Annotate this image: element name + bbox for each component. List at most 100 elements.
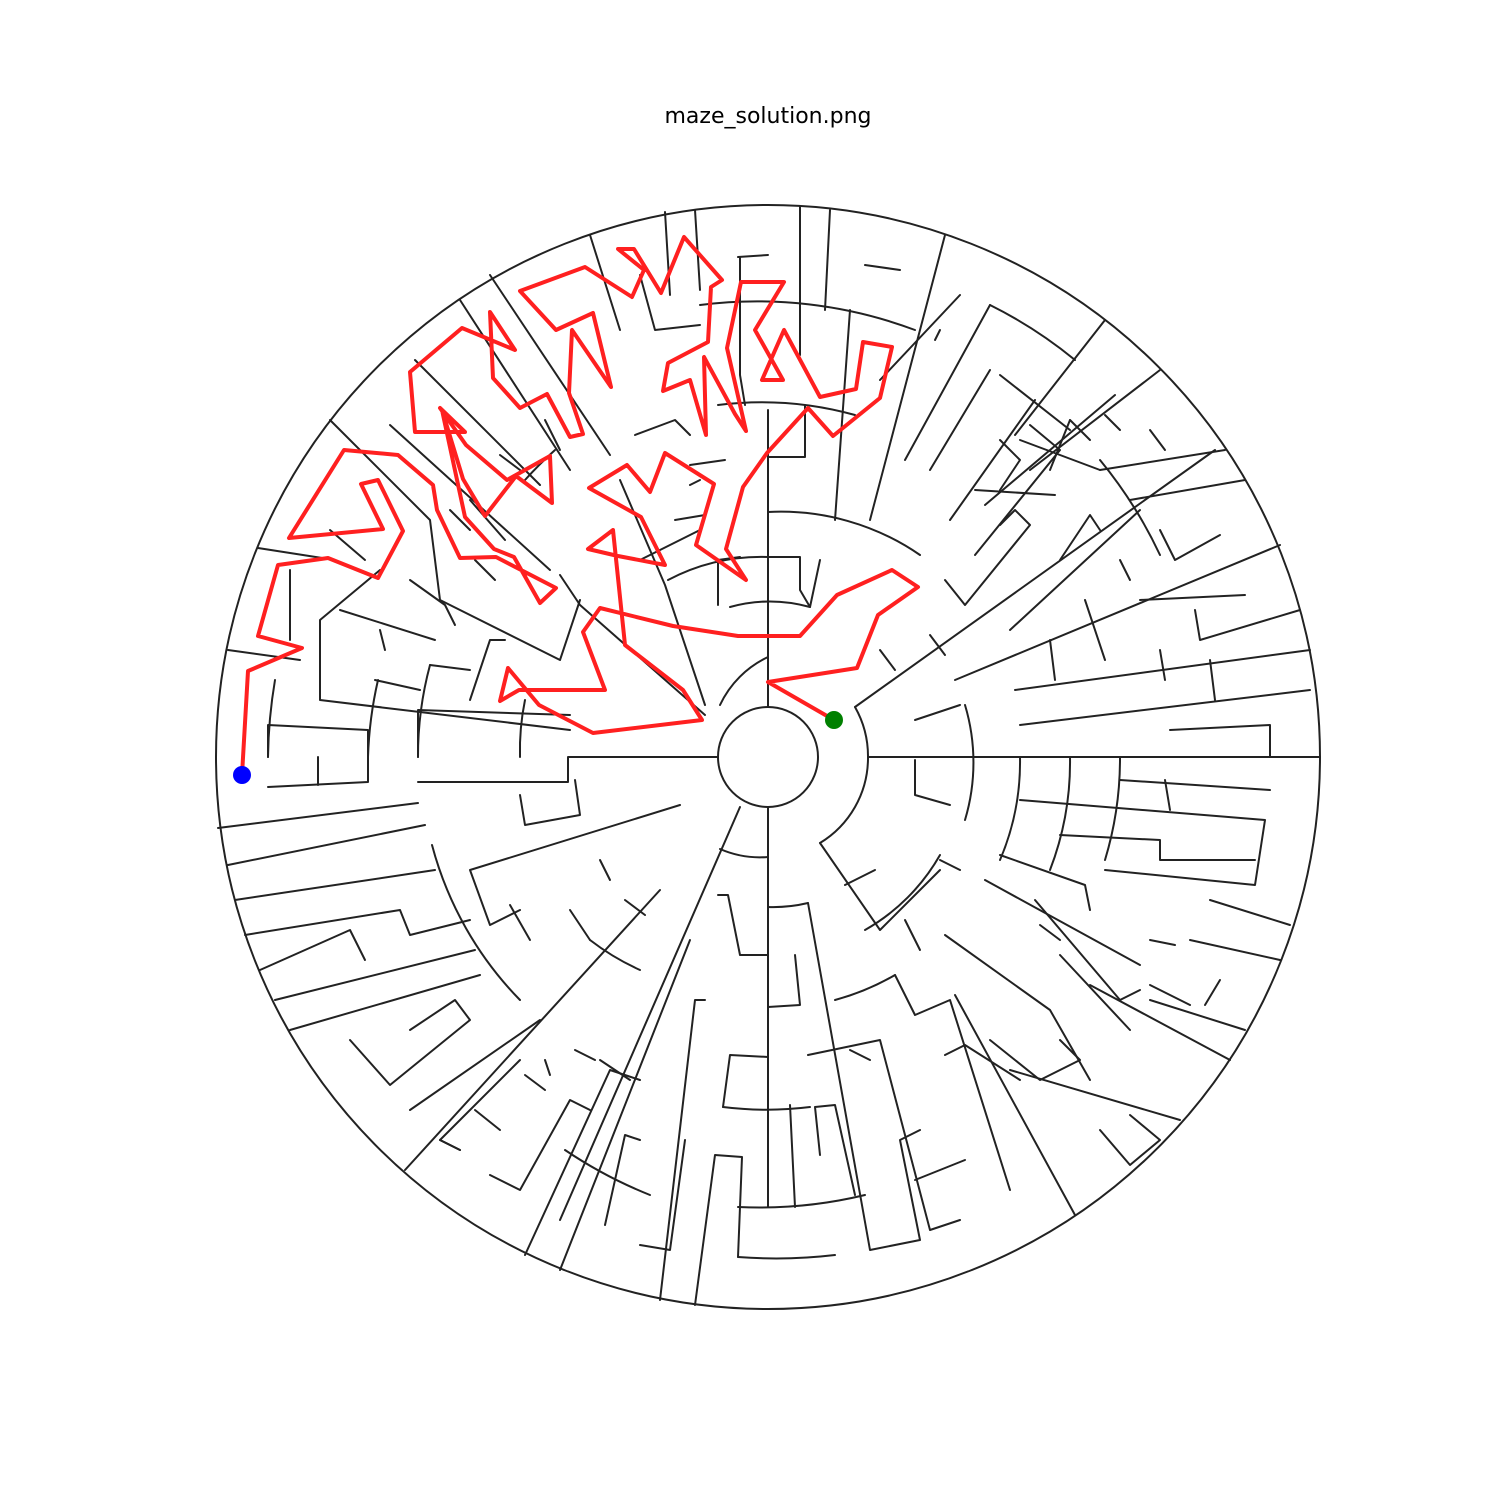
wall-arc xyxy=(589,939,641,971)
wall-arc xyxy=(722,1106,811,1111)
wall-segment xyxy=(674,514,706,521)
wall-segment xyxy=(939,859,961,871)
wall-segment xyxy=(1059,514,1101,561)
wall-segment xyxy=(1069,419,1091,441)
wall-segment xyxy=(544,1059,551,1076)
wall-segment xyxy=(519,779,581,826)
wall-segment xyxy=(1189,939,1281,961)
wall-segment xyxy=(834,309,851,521)
wall-segment xyxy=(599,1059,631,1081)
wall-arc xyxy=(819,706,870,844)
wall-segment xyxy=(949,399,1036,521)
wall-segment xyxy=(659,999,706,1301)
wall-segment xyxy=(589,234,621,331)
wall-arc xyxy=(367,679,379,758)
center-hub xyxy=(717,706,819,808)
wall-segment xyxy=(1059,834,1256,861)
wall-segment xyxy=(469,804,681,926)
wall-segment xyxy=(319,569,571,731)
wall-segment xyxy=(1099,449,1226,471)
wall-segment xyxy=(1019,439,1101,471)
wall-segment xyxy=(524,1069,641,1256)
wall-segment xyxy=(259,929,366,971)
wall-segment xyxy=(944,1044,1021,1081)
wall-segment xyxy=(1149,939,1176,946)
wall-segment xyxy=(1159,649,1166,681)
wall-segment xyxy=(807,902,921,1251)
wall-segment xyxy=(329,419,581,661)
wall-segment xyxy=(489,1099,591,1191)
wall-segment xyxy=(934,329,941,341)
wall-segment xyxy=(244,909,471,936)
wall-segment xyxy=(1139,594,1246,601)
wall-segment xyxy=(417,756,719,783)
wall-arc xyxy=(767,510,921,556)
wall-segment xyxy=(849,1049,871,1061)
wall-arc xyxy=(699,300,916,331)
wall-segment xyxy=(409,579,456,626)
wall-arc xyxy=(1099,459,1161,556)
wall-segment xyxy=(894,974,1011,1191)
wall-arc xyxy=(667,555,769,581)
wall-segment xyxy=(624,899,646,916)
wall-segment xyxy=(989,1039,1081,1081)
wall-segment xyxy=(469,639,506,701)
wall-segment xyxy=(879,294,961,381)
wall-segment xyxy=(374,679,421,691)
start-marker xyxy=(825,711,843,729)
wall-segment xyxy=(439,1139,461,1151)
wall-segment xyxy=(999,854,1091,911)
wall-segment xyxy=(954,544,1281,681)
maze-walls xyxy=(215,204,1321,1310)
wall-segment xyxy=(807,1039,961,1231)
wall-segment xyxy=(914,759,951,806)
wall-segment xyxy=(1129,479,1246,501)
wall-segment xyxy=(1089,984,1231,1061)
wall-segment xyxy=(599,859,611,881)
wall-segment xyxy=(1029,369,1161,471)
wall-segment xyxy=(1169,724,1271,758)
wall-segment xyxy=(639,1139,686,1251)
wall-segment xyxy=(289,974,481,1031)
wall-segment xyxy=(814,1104,856,1196)
wall-segment xyxy=(414,359,541,486)
wall-arc xyxy=(719,848,769,859)
wall-segment xyxy=(1149,999,1246,1031)
wall-segment xyxy=(689,479,701,486)
wall-segment xyxy=(227,649,301,661)
wall-segment xyxy=(1019,799,1266,886)
wall-segment xyxy=(984,879,1141,966)
wall-segment xyxy=(524,1074,546,1091)
wall-arc xyxy=(767,902,809,909)
wall-segment xyxy=(489,274,611,456)
wall-segment xyxy=(717,894,769,956)
wall-segment xyxy=(904,919,921,951)
wall-segment xyxy=(559,939,691,1271)
wall-arc xyxy=(1104,756,1122,861)
wall-segment xyxy=(1014,319,1106,436)
wall-segment xyxy=(499,454,521,471)
wall-segment xyxy=(864,264,901,271)
wall-segment xyxy=(469,499,506,541)
wall-segment xyxy=(1009,1069,1181,1121)
wall-segment xyxy=(339,609,436,641)
wall-segment xyxy=(509,904,531,941)
wall-segment xyxy=(1149,429,1166,451)
wall-segment xyxy=(559,806,741,1221)
wall-segment xyxy=(227,824,426,866)
wall-segment xyxy=(999,374,1071,431)
wall-arc xyxy=(864,854,941,931)
wall-arc xyxy=(719,656,769,706)
wall-segment xyxy=(904,304,991,461)
wall-segment xyxy=(569,909,591,941)
wall-segment xyxy=(1039,924,1061,941)
wall-segment xyxy=(474,559,496,581)
wall-segment xyxy=(689,459,726,466)
wall-segment xyxy=(634,419,691,436)
wall-arc xyxy=(729,600,811,608)
wall-segment xyxy=(984,394,1116,506)
wall-segment xyxy=(1104,414,1121,431)
wall-segment xyxy=(544,419,561,451)
wall-segment xyxy=(559,574,706,716)
wall-segment xyxy=(722,1054,769,1108)
